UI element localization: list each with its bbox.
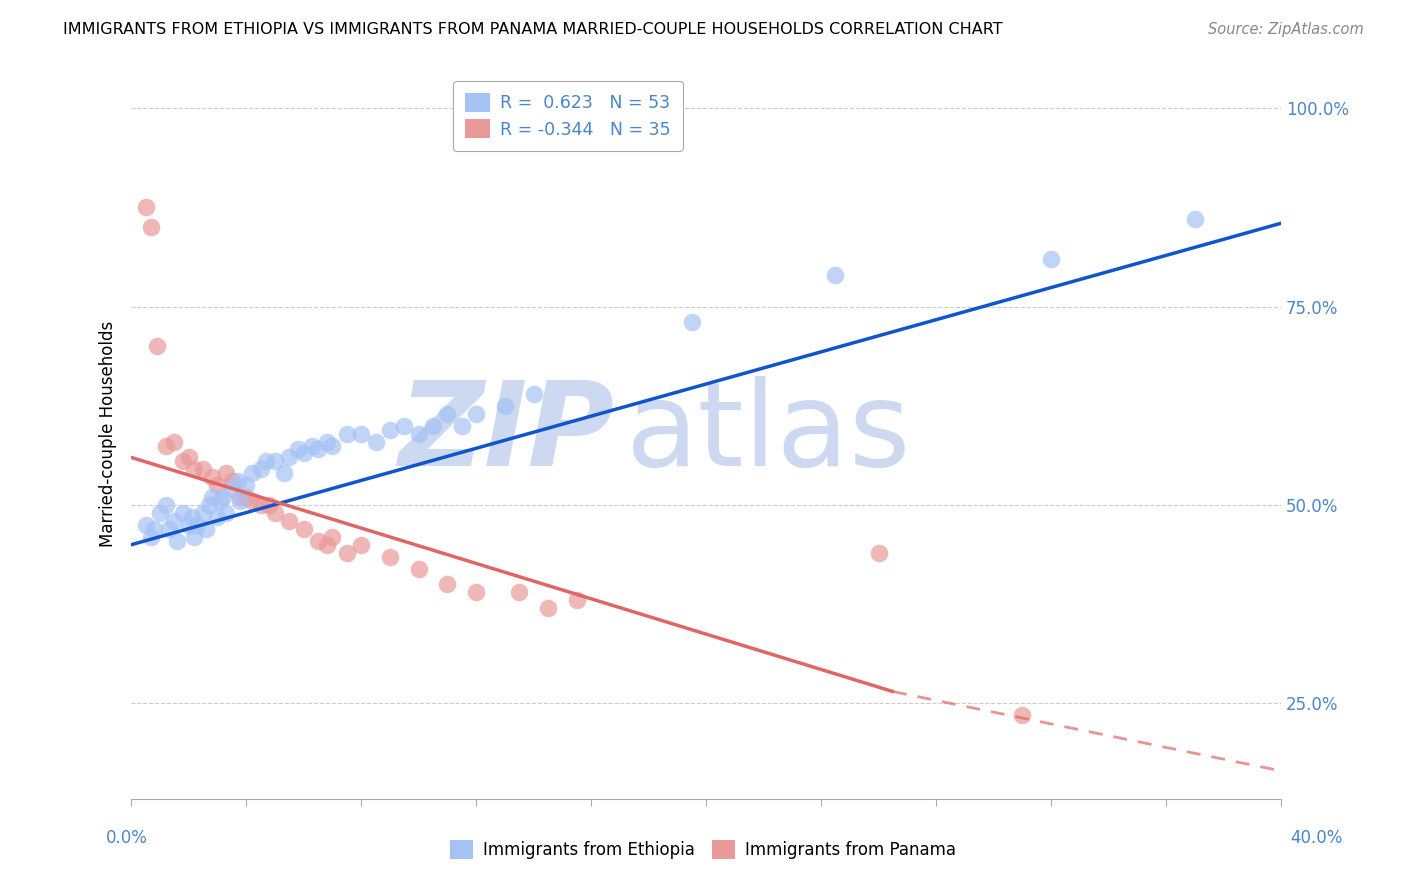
Point xyxy=(215,506,238,520)
Point xyxy=(172,454,194,468)
Point xyxy=(191,462,214,476)
Point xyxy=(254,454,277,468)
Point xyxy=(229,494,252,508)
Point xyxy=(523,387,546,401)
Point xyxy=(378,423,401,437)
Point xyxy=(824,268,846,282)
Point xyxy=(163,514,186,528)
Point xyxy=(221,482,243,496)
Point xyxy=(249,498,271,512)
Point xyxy=(350,538,373,552)
Point xyxy=(207,478,229,492)
Point xyxy=(186,517,208,532)
Point xyxy=(465,407,488,421)
Point xyxy=(321,438,343,452)
Point xyxy=(235,490,257,504)
Point xyxy=(183,530,205,544)
Text: IMMIGRANTS FROM ETHIOPIA VS IMMIGRANTS FROM PANAMA MARRIED-COUPLE HOUSEHOLDS COR: IMMIGRANTS FROM ETHIOPIA VS IMMIGRANTS F… xyxy=(63,22,1002,37)
Point xyxy=(180,510,202,524)
Point xyxy=(177,517,200,532)
Point xyxy=(135,517,157,532)
Legend: Immigrants from Ethiopia, Immigrants from Panama: Immigrants from Ethiopia, Immigrants fro… xyxy=(443,834,963,866)
Point xyxy=(198,498,221,512)
Point xyxy=(257,498,280,512)
Point xyxy=(264,454,287,468)
Y-axis label: Married-couple Households: Married-couple Households xyxy=(100,320,117,547)
Point xyxy=(307,442,329,457)
Point xyxy=(166,533,188,548)
Point xyxy=(141,220,163,235)
Point xyxy=(408,426,430,441)
Point xyxy=(191,506,214,520)
Point xyxy=(143,522,166,536)
Point xyxy=(215,467,238,481)
Point xyxy=(1184,212,1206,227)
Point xyxy=(681,316,703,330)
Point xyxy=(1040,252,1063,266)
Point xyxy=(436,577,458,591)
Point xyxy=(240,467,263,481)
Point xyxy=(350,426,373,441)
Point xyxy=(235,478,257,492)
Point xyxy=(264,506,287,520)
Point xyxy=(537,601,560,615)
Point xyxy=(287,442,309,457)
Text: ZIP: ZIP xyxy=(398,376,614,491)
Point xyxy=(221,474,243,488)
Point xyxy=(226,474,249,488)
Point xyxy=(195,522,218,536)
Point xyxy=(436,407,458,421)
Point xyxy=(292,446,315,460)
Point xyxy=(278,514,301,528)
Point xyxy=(494,399,516,413)
Point xyxy=(135,201,157,215)
Point xyxy=(422,418,444,433)
Point xyxy=(336,546,359,560)
Point xyxy=(240,494,263,508)
Point xyxy=(278,450,301,465)
Point xyxy=(394,418,416,433)
Point xyxy=(301,438,323,452)
Point xyxy=(868,546,890,560)
Point xyxy=(141,530,163,544)
Point xyxy=(307,533,329,548)
Point xyxy=(201,470,224,484)
Legend: R =  0.623   N = 53, R = -0.344   N = 35: R = 0.623 N = 53, R = -0.344 N = 35 xyxy=(453,81,683,151)
Point xyxy=(273,467,295,481)
Point xyxy=(209,494,232,508)
Point xyxy=(336,426,359,441)
Point xyxy=(321,530,343,544)
Text: Source: ZipAtlas.com: Source: ZipAtlas.com xyxy=(1208,22,1364,37)
Point xyxy=(155,498,177,512)
Point xyxy=(163,434,186,449)
Point xyxy=(212,490,235,504)
Point xyxy=(201,490,224,504)
Point xyxy=(292,522,315,536)
Point xyxy=(146,339,169,353)
Point xyxy=(149,506,172,520)
Point xyxy=(315,434,337,449)
Text: 40.0%: 40.0% xyxy=(1291,829,1343,847)
Point xyxy=(249,462,271,476)
Point xyxy=(450,418,472,433)
Point xyxy=(1011,708,1033,723)
Point xyxy=(378,549,401,564)
Point xyxy=(508,585,530,599)
Point xyxy=(177,450,200,465)
Text: 0.0%: 0.0% xyxy=(105,829,148,847)
Text: atlas: atlas xyxy=(626,376,911,491)
Point xyxy=(229,490,252,504)
Point xyxy=(408,561,430,575)
Point xyxy=(172,506,194,520)
Point xyxy=(465,585,488,599)
Point xyxy=(157,522,180,536)
Point xyxy=(207,510,229,524)
Point xyxy=(565,593,588,607)
Point xyxy=(155,438,177,452)
Point xyxy=(364,434,387,449)
Point xyxy=(183,462,205,476)
Point xyxy=(315,538,337,552)
